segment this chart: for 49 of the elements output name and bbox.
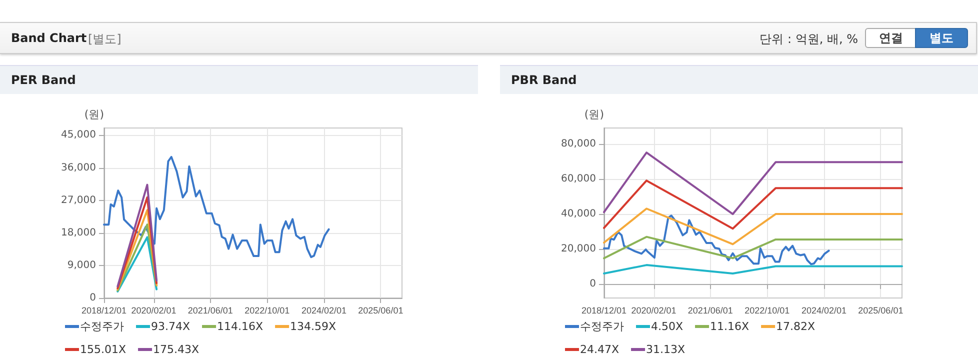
legend-label: 31.13X [646,343,686,356]
text: 연결 [865,28,917,48]
line-series [603,208,903,246]
line-series [603,214,830,266]
legend-label: 4.50X [651,320,684,333]
chart-title: PER Band [0,65,478,94]
x-tick-label: 2022/10/01 [744,306,790,316]
legend-label: 17.82X [776,320,816,333]
legend-label: 114.16X [217,320,264,333]
y-tick-label: 0 [590,278,596,290]
x-tick-label: 2021/06/01 [188,306,233,316]
legend-label: 155.01X [80,343,126,356]
legend-label: 11.16X [710,320,750,333]
legend-label: 수정주가 [80,320,124,333]
x-tick-label: 2025/06/01 [358,306,404,316]
y-tick-label: 45,000 [61,130,96,141]
legend-label: 24.47X [580,343,620,356]
legend-label: 수정주가 [580,320,624,333]
legend-label: 175.43X [153,343,200,356]
x-tick-label: 2025/06/01 [858,306,904,316]
text: 별도 [915,28,968,48]
y-tick-label: 27,000 [61,194,96,206]
x-tick-label: 2018/12/01 [81,306,127,316]
legend-label: 93.74X [151,320,190,333]
x-tick-label: 2024/02/01 [302,306,347,316]
chart-title: PBR Band [500,65,978,94]
y-tick-label: 60,000 [561,173,596,184]
text: [별도] [88,31,122,48]
y-tick-label: 80,000 [561,138,596,150]
y-tick-label: 0 [90,292,96,304]
x-tick-label: 2022/10/01 [244,306,290,316]
text: 단위 : 억원, 배, % [760,31,858,48]
x-tick-label: 2020/02/01 [631,306,676,316]
y-axis-title: (원) [584,108,604,121]
line-series [603,180,903,230]
line-series [603,152,903,216]
x-tick-label: 2018/12/01 [581,306,627,316]
y-axis-title: (원) [84,108,104,121]
line-series [103,156,330,258]
x-tick-label: 2020/02/01 [131,306,176,316]
y-tick-label: 18,000 [61,227,96,238]
text: Band Chart [11,31,87,45]
x-tick-label: 2021/06/01 [688,306,733,316]
y-tick-label: 36,000 [61,162,96,174]
y-tick-label: 40,000 [561,208,596,220]
x-tick-label: 2024/02/01 [802,306,847,316]
y-tick-label: 9,000 [67,260,96,271]
legend-label: 134.59X [290,320,337,333]
y-tick-label: 20,000 [561,243,596,254]
